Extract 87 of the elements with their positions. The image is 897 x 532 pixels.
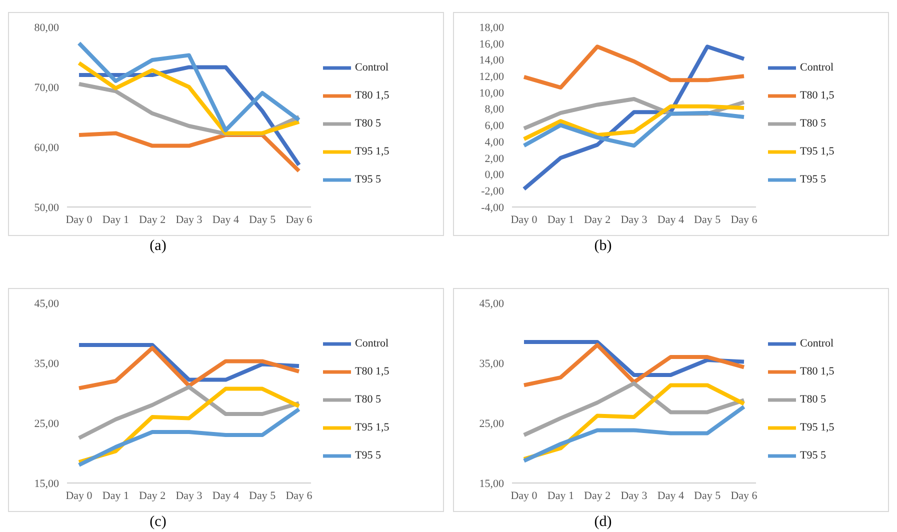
y-tick-label: 0,00	[484, 169, 504, 182]
line-series	[522, 404, 746, 463]
y-tick-label: 60,00	[34, 142, 60, 154]
x-tick-label: Day 0	[66, 490, 93, 502]
line-series	[77, 346, 301, 390]
line-series	[77, 385, 301, 440]
line-series	[522, 110, 746, 148]
y-tick-label: 14,00	[479, 54, 504, 67]
x-tick-label: Day 2	[139, 490, 166, 502]
line-series	[522, 381, 746, 437]
x-tick-label: Day 2	[584, 214, 611, 226]
x-tick-label: Day 4	[212, 490, 240, 502]
y-tick-label: 25,00	[34, 418, 60, 430]
y-tick-label: 8,00	[484, 104, 504, 116]
x-tick-label: Day 6	[730, 490, 758, 502]
legend-label: T80 5	[355, 394, 381, 406]
line-series	[77, 407, 301, 467]
line-series	[522, 44, 746, 90]
y-tick-label: 15,00	[34, 478, 60, 490]
legend-label: T95 5	[355, 174, 381, 186]
line-series	[522, 104, 746, 142]
text: (c)	[148, 514, 168, 531]
y-tick-label: 16,00	[479, 38, 504, 50]
x-tick-label: Day 5	[694, 214, 722, 226]
y-tick-label: 45,00	[34, 298, 60, 310]
x-tick-label: Day 6	[286, 490, 313, 502]
legend-label: Control	[800, 338, 834, 350]
legend-label: T95 1,5	[800, 422, 834, 434]
legend-label: Control	[800, 62, 834, 74]
y-tick-label: 25,00	[479, 418, 504, 430]
y-tick-label: 15,00	[479, 478, 504, 490]
legend-label: T95 1,5	[800, 146, 834, 158]
x-tick-label: Day 1	[547, 490, 574, 502]
legend-label: T80 5	[800, 394, 826, 406]
y-tick-label: 2,00	[484, 152, 504, 165]
legend-label: T80 5	[800, 118, 826, 130]
x-tick-label: Day 0	[66, 214, 93, 226]
x-tick-label: Day 6	[730, 214, 758, 226]
text: (a)	[148, 238, 168, 255]
y-tick-label: 4,00	[484, 136, 504, 148]
legend-label: T80 1,5	[355, 366, 390, 378]
x-tick-label: Day 4	[657, 214, 684, 226]
x-tick-label: Day 4	[212, 214, 240, 226]
y-tick-label: 70,00	[34, 82, 60, 94]
legend-label: T95 5	[355, 450, 381, 462]
x-tick-label: Day 1	[102, 214, 129, 226]
legend-label: T80 5	[355, 118, 381, 130]
legend-label: T95 1,5	[355, 422, 390, 434]
y-tick-label: -4,00	[481, 202, 504, 214]
legend-label: T95 5	[800, 174, 826, 186]
legend-label: Control	[355, 338, 389, 350]
line-series	[522, 343, 746, 388]
x-tick-label: Day 3	[176, 490, 203, 502]
x-tick-label: Day 0	[510, 214, 538, 226]
legend-label: Control	[355, 62, 389, 74]
x-tick-label: Day 2	[139, 214, 166, 226]
legend-label: T80 1,5	[355, 90, 390, 102]
x-tick-label: Day 3	[620, 490, 648, 502]
text: (b)	[593, 238, 613, 255]
x-tick-label: Day 2	[584, 490, 611, 502]
y-tick-label: 10,00	[479, 87, 504, 100]
legend-label: T80 1,5	[800, 366, 834, 378]
y-tick-label: 80,00	[34, 22, 60, 34]
y-tick-label: 35,00	[34, 358, 60, 370]
y-tick-label: 35,00	[479, 358, 504, 370]
x-tick-label: Day 1	[102, 490, 129, 502]
x-tick-label: Day 5	[694, 490, 722, 502]
line-series	[77, 41, 301, 132]
legend-label: T95 5	[800, 450, 826, 462]
x-tick-label: Day 1	[547, 214, 574, 226]
x-tick-label: Day 0	[510, 490, 538, 502]
y-tick-label: 12,00	[479, 70, 504, 83]
x-tick-label: Day 4	[657, 490, 684, 502]
x-tick-label: Day 5	[249, 490, 276, 502]
y-tick-label: -2,00	[481, 186, 504, 198]
x-tick-label: Day 6	[286, 214, 313, 226]
y-tick-label: 18,00	[479, 22, 504, 34]
legend-label: T95 1,5	[355, 146, 390, 158]
y-tick-label: 50,00	[34, 202, 60, 214]
text: (d)	[593, 514, 613, 531]
legend-label: T80 1,5	[800, 90, 834, 102]
line-series	[77, 61, 301, 136]
x-tick-label: Day 5	[249, 214, 276, 226]
x-tick-label: Day 3	[620, 214, 648, 226]
y-tick-label: 6,00	[484, 120, 504, 132]
y-tick-label: 45,00	[479, 298, 504, 310]
x-tick-label: Day 3	[176, 214, 203, 226]
